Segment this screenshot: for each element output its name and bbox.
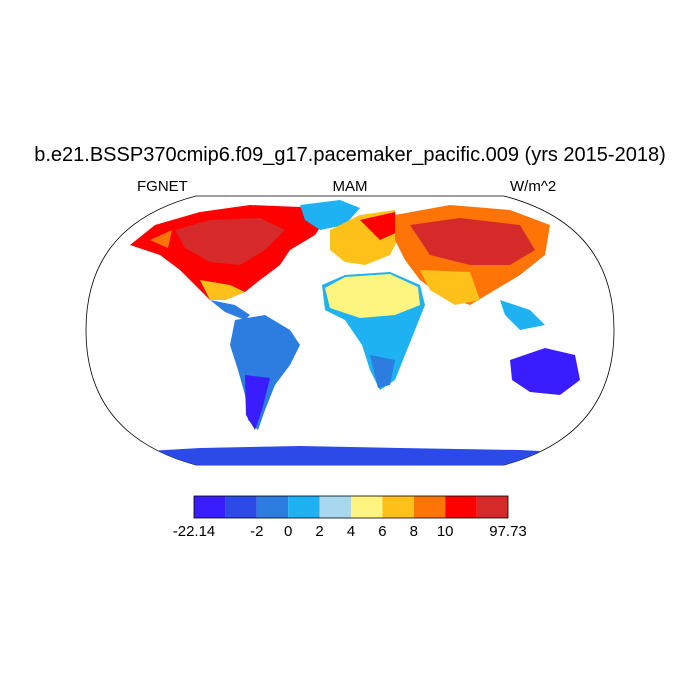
colorbar-box-3 [256,496,289,518]
colorbar-label: 97.73 [489,523,527,540]
colorbar-box-9 [445,496,477,518]
colorbar-label: 4 [346,523,356,540]
colorbar-label: 2 [315,523,324,540]
australia [510,348,580,395]
units-label: W/m^2 [510,178,557,195]
colorbar-label: 0 [284,523,293,540]
colorbar-box-6 [351,496,383,518]
colorbar-label: -22.14 [172,523,216,540]
colorbar-label: 8 [409,523,418,540]
antarctica [86,446,614,465]
colorbar-label: 10 [436,523,454,540]
colorbar-box-7 [382,496,414,518]
colorbar-label: -2 [250,523,264,540]
colorbar-label: 6 [378,523,387,540]
central-america [210,300,250,320]
colorbar-box-4 [288,496,320,518]
colorbar-box-1 [194,496,226,518]
colorbar-box-2 [225,496,257,518]
colorbar-box-5 [319,496,351,518]
colorbar-box-10 [476,496,508,518]
plot-title: b.e21.BSSP370cmip6.f09_g17.pacemaker_pac… [34,144,666,166]
colorbar-box-8 [413,496,446,518]
variable-label: FGNET [137,178,188,195]
colorbar [193,495,509,519]
season-label: MAM [332,178,368,195]
